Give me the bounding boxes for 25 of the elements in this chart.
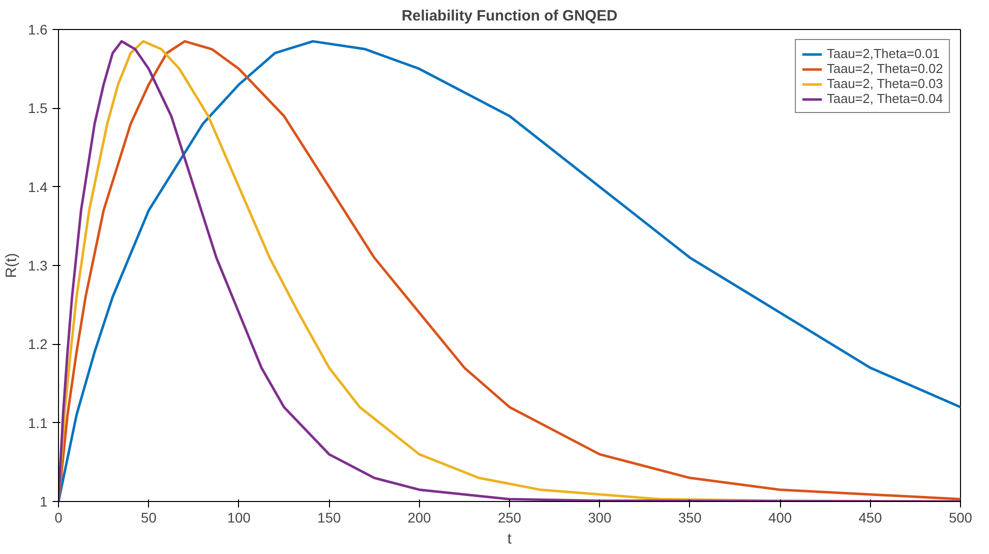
y-tick-label: 1.2 (28, 336, 48, 352)
x-tick-label: 450 (858, 510, 882, 526)
x-tick-label: 200 (408, 510, 432, 526)
x-tick-label: 50 (140, 510, 157, 526)
x-tick-label: 300 (588, 510, 612, 526)
y-tick-label: 1.4 (28, 178, 48, 195)
legend-label: Taau=2, Theta=0.04 (826, 91, 943, 106)
x-tick-label: 400 (768, 510, 792, 526)
x-tick-label: 350 (678, 510, 702, 526)
y-tick-label: 1.3 (28, 258, 48, 274)
x-tick-label: 150 (317, 510, 341, 526)
chart-title: Reliability Function of GNQED (402, 8, 618, 24)
y-tick-label: 1.6 (28, 22, 48, 38)
x-tick-label: 250 (498, 510, 522, 526)
y-tick-label: 1.5 (28, 100, 48, 116)
x-tick-label: 0 (54, 510, 63, 526)
y-axis-title: R(t) (3, 252, 20, 278)
y-tick-label: 1 (40, 494, 48, 510)
legend-label: Taau=2, Theta=0.02 (826, 61, 943, 76)
y-tick-label: 1.1 (28, 414, 48, 431)
x-tick-label: 500 (948, 510, 972, 526)
x-axis-title: t (507, 530, 512, 548)
legend-label: Taau=2,Theta=0.01 (826, 46, 940, 61)
x-tick-label: 100 (227, 510, 251, 526)
legend-label: Taau=2, Theta=0.03 (826, 76, 943, 91)
